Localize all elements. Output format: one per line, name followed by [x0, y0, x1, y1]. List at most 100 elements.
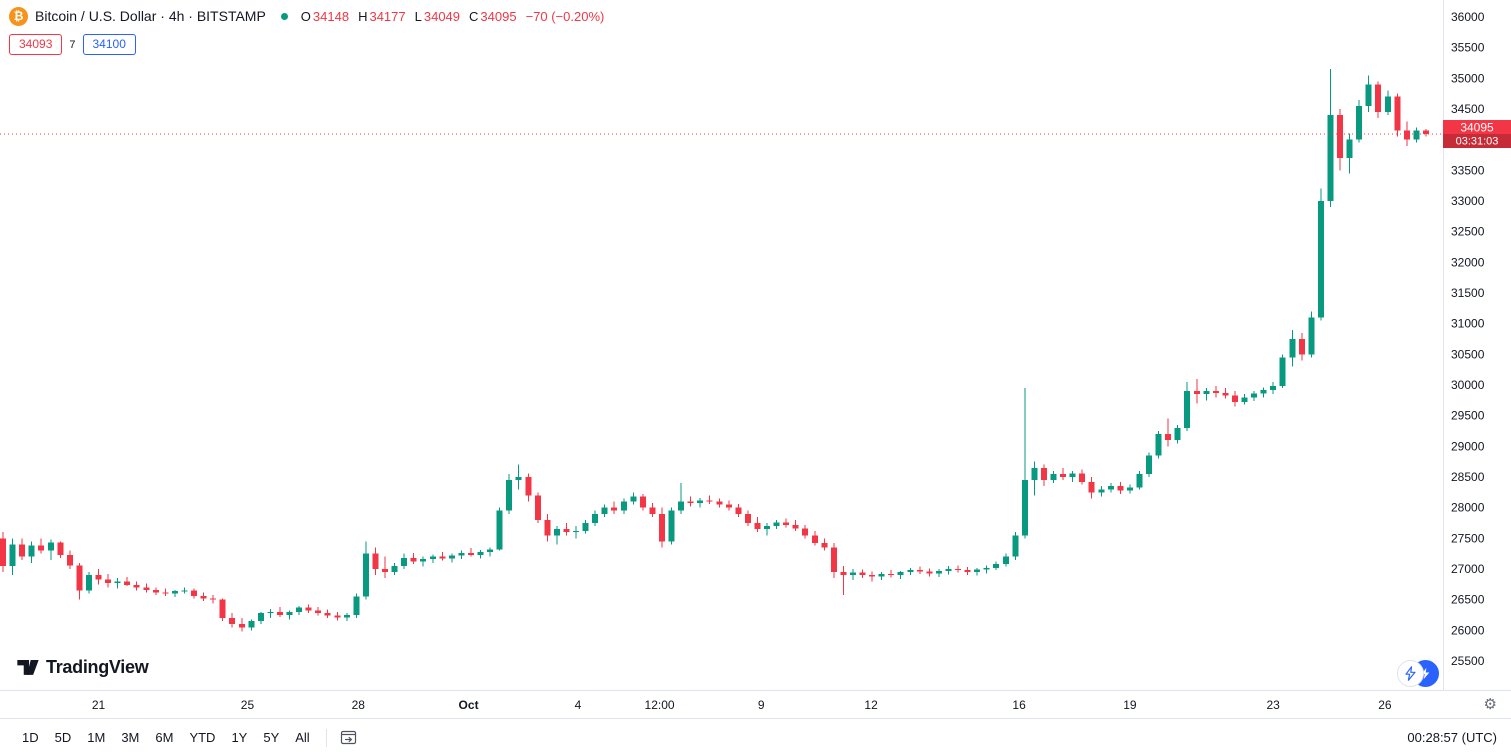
range-button-5y[interactable]: 5Y [255, 725, 287, 750]
candle-body [1241, 397, 1248, 403]
range-button-6m[interactable]: 6M [147, 725, 181, 750]
price-axis-label: 35500 [1451, 41, 1485, 55]
price-axis-label: 28000 [1451, 501, 1485, 515]
market-open-dot-icon[interactable] [280, 12, 288, 20]
candle-body [496, 510, 503, 550]
candle-body [114, 581, 121, 584]
candle-body [735, 507, 742, 514]
price-axis-label: 30000 [1451, 378, 1485, 392]
candle-body [830, 547, 837, 573]
time-axis-label: 23 [1266, 698, 1280, 712]
candle-body [964, 570, 971, 573]
range-button-3m[interactable]: 3M [113, 725, 147, 750]
candle-body [1098, 489, 1105, 493]
high-label: H [358, 8, 368, 24]
range-button-all[interactable]: All [287, 725, 317, 750]
candle-body [935, 570, 942, 574]
lightning-trade-button[interactable] [1397, 660, 1424, 687]
candlestick-chart[interactable]: 3600035500350003450034000335003300032500… [0, 0, 1511, 690]
candle-body [1279, 357, 1286, 387]
candle-body [267, 611, 274, 614]
candle-body [859, 572, 866, 576]
bid-price-button[interactable]: 34093 [9, 34, 63, 55]
candle-body [1337, 115, 1343, 159]
candle-body [592, 513, 599, 523]
candle-body [152, 589, 159, 593]
ask-price-button[interactable]: 34100 [82, 34, 136, 55]
candle-body [229, 618, 236, 625]
time-axis-label: 19 [1123, 698, 1137, 712]
candle-body [649, 507, 656, 514]
high-value: 34177 [369, 8, 406, 24]
candle-body [687, 501, 694, 503]
candle-body [620, 501, 627, 511]
candle-body [1289, 339, 1296, 358]
time-axis-labels: 21 25 28 Oct 4 12:00 9 12 16 19 23 26 [0, 691, 1443, 718]
candle-body [9, 544, 16, 566]
candle-body [821, 543, 828, 548]
candle-body [95, 575, 102, 580]
candle-body [1270, 386, 1277, 390]
candle-body [467, 553, 474, 555]
candle-body [334, 615, 341, 618]
candle-body [907, 570, 914, 573]
bar-countdown: 03:31:03 [1456, 135, 1499, 147]
candle-body [420, 559, 427, 562]
candle-body [1327, 115, 1334, 201]
time-axis-label: 4 [574, 698, 582, 712]
candle-body [238, 624, 245, 628]
range-button-ytd[interactable]: YTD [181, 725, 223, 750]
price-axis-label: 32500 [1451, 225, 1485, 239]
candle-body [429, 556, 436, 560]
range-button-1y[interactable]: 1Y [223, 725, 255, 750]
price-axis-label: 33500 [1451, 163, 1485, 177]
time-axis-label: 26 [1378, 698, 1392, 712]
price-axis-label: 31500 [1451, 286, 1485, 300]
timezone-clock[interactable]: 00:28:57 (UTC) [1407, 730, 1497, 745]
candle-body [1251, 393, 1258, 398]
candle-body [1413, 130, 1420, 140]
candle-body [1146, 455, 1152, 474]
tradingview-watermark[interactable]: TradingView [16, 657, 149, 678]
chart-pane[interactable]: 3600035500350003450034000335003300032500… [0, 0, 1511, 690]
price-axis-label: 29500 [1451, 409, 1485, 423]
symbol-title[interactable]: Bitcoin / U.S. Dollar · 4h · BITSTAMP [35, 8, 266, 24]
candle-body [582, 523, 589, 531]
candle-body [276, 611, 283, 615]
candle-body [1422, 130, 1429, 134]
range-button-1m[interactable]: 1M [79, 725, 113, 750]
lightning-icon [1405, 666, 1416, 681]
candle-body [639, 496, 646, 508]
candle-body [716, 501, 723, 505]
candle-body [678, 501, 685, 511]
candle-body [315, 610, 322, 614]
price-axis-label: 27000 [1451, 562, 1485, 576]
time-axis-label: 16 [1012, 698, 1026, 712]
candle-body [401, 557, 408, 566]
price-axis-label: 27500 [1451, 531, 1485, 545]
time-axis-label: Oct [458, 698, 479, 712]
candle-body [515, 477, 522, 481]
go-to-date-button[interactable] [335, 726, 362, 749]
candle-body [1155, 434, 1162, 456]
range-button-5d[interactable]: 5D [47, 725, 80, 750]
current-price-value: 34095 [1460, 120, 1494, 134]
low-value: 34049 [423, 8, 461, 24]
candle-body [754, 523, 761, 530]
price-axis-label: 29000 [1451, 439, 1485, 453]
time-axis[interactable]: 21 25 28 Oct 4 12:00 9 12 16 19 23 26 ⚙ [0, 690, 1511, 718]
candle-body [1002, 556, 1009, 565]
open-label: O [300, 8, 311, 24]
range-button-1d[interactable]: 1D [14, 725, 47, 750]
candle-body [124, 581, 131, 585]
price-axis-label: 35000 [1451, 71, 1485, 85]
candle-body [1107, 486, 1114, 490]
change-value: −70 (−0.20%) [525, 8, 605, 24]
bid-ask-row: 34093 7 34100 [9, 34, 604, 55]
price-axis-label: 26000 [1451, 623, 1485, 637]
candle-body [993, 564, 1000, 568]
candle-body [945, 569, 952, 571]
candle-body [448, 555, 455, 559]
candle-body [219, 599, 226, 619]
gear-icon[interactable]: ⚙ [1483, 696, 1497, 713]
